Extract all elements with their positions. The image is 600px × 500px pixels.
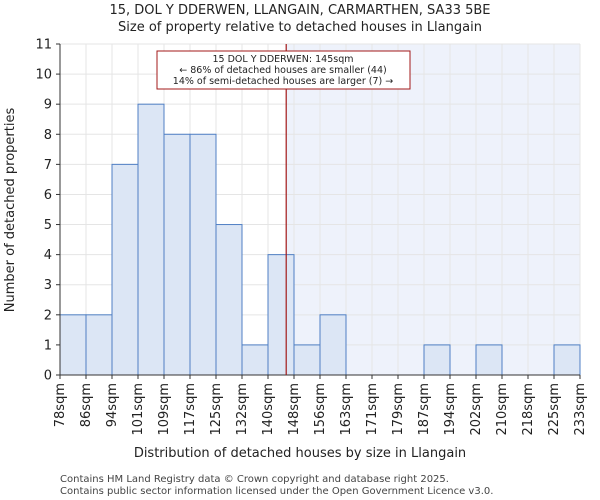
annotation-larger: 14% of semi-detached houses are larger (…	[173, 76, 393, 87]
x-tick-label: 132sqm	[235, 383, 250, 436]
y-tick-label: 6	[44, 188, 52, 203]
histogram-bar	[267, 254, 295, 376]
x-tick-label: 225sqm	[547, 383, 562, 436]
x-tick-label: 117sqm	[183, 383, 198, 436]
x-tick-label: 148sqm	[287, 383, 302, 436]
x-tick-label: 156sqm	[313, 383, 328, 436]
annotation-smaller: ← 86% of detached houses are smaller (44…	[179, 65, 386, 76]
y-tick-label: 2	[44, 308, 52, 323]
histogram-bar	[137, 103, 165, 376]
y-tick-label: 4	[44, 248, 52, 263]
x-tick-label: 101sqm	[131, 383, 146, 436]
x-tick-label: 78sqm	[53, 383, 68, 427]
x-tick-label: 125sqm	[209, 383, 224, 436]
histogram-bar	[189, 133, 217, 376]
histogram-bar	[85, 314, 113, 376]
histogram-bar	[163, 133, 191, 376]
x-tick-label: 194sqm	[443, 383, 458, 436]
y-tick-label: 5	[44, 218, 52, 233]
y-tick-label: 0	[44, 369, 52, 384]
x-tick-label: 171sqm	[365, 383, 380, 436]
y-tick-label: 8	[44, 128, 52, 143]
x-tick-label: 218sqm	[521, 383, 536, 436]
histogram-bar	[319, 314, 347, 376]
chart-subtitle: Size of property relative to detached ho…	[118, 20, 482, 35]
y-tick-label: 1	[44, 338, 52, 353]
histogram-bar	[293, 344, 321, 376]
plot-area: 0 1 2 3 4 5 6 7 8 9 10 11 78sqm 86sqm 94sqm 101sqm 109sq…	[35, 38, 588, 436]
x-tick-label: 109sqm	[157, 383, 172, 436]
y-tick-label: 9	[44, 98, 52, 113]
annotation-title: 15 DOL Y DDERWEN: 145sqm	[213, 54, 354, 65]
x-tick-label: 233sqm	[573, 383, 588, 436]
x-tick-label: 86sqm	[79, 383, 94, 427]
y-tick-label: 10	[35, 68, 52, 83]
y-tick-label: 11	[35, 38, 52, 53]
x-tick-label: 179sqm	[391, 383, 406, 436]
x-axis-label: Distribution of detached houses by size …	[134, 446, 466, 461]
histogram-bar	[111, 163, 139, 376]
x-tick-label: 94sqm	[105, 383, 120, 427]
annotation-box	[156, 50, 411, 90]
chart-title: 15, DOL Y DDERWEN, LLANGAIN, CARMARTHEN,…	[109, 3, 490, 18]
x-tick-label: 187sqm	[417, 383, 432, 436]
histogram-bar	[241, 344, 269, 376]
x-tick-label: 202sqm	[469, 383, 484, 436]
histogram-bar	[215, 224, 243, 376]
histogram-bar	[475, 344, 503, 376]
x-tick-label: 210sqm	[495, 383, 510, 436]
x-tick-label: 140sqm	[261, 383, 276, 436]
footer-line-2: Contains public sector information licen…	[60, 486, 493, 497]
y-tick-label: 7	[44, 158, 52, 173]
histogram-bar	[59, 314, 87, 376]
y-axis-label: Number of detached properties	[3, 108, 18, 313]
histogram-bar	[423, 344, 451, 376]
x-tick-label: 163sqm	[339, 383, 354, 436]
footer-line-1: Contains HM Land Registry data © Crown c…	[60, 474, 449, 485]
y-tick-label: 3	[44, 278, 52, 293]
histogram-bar	[553, 344, 581, 376]
